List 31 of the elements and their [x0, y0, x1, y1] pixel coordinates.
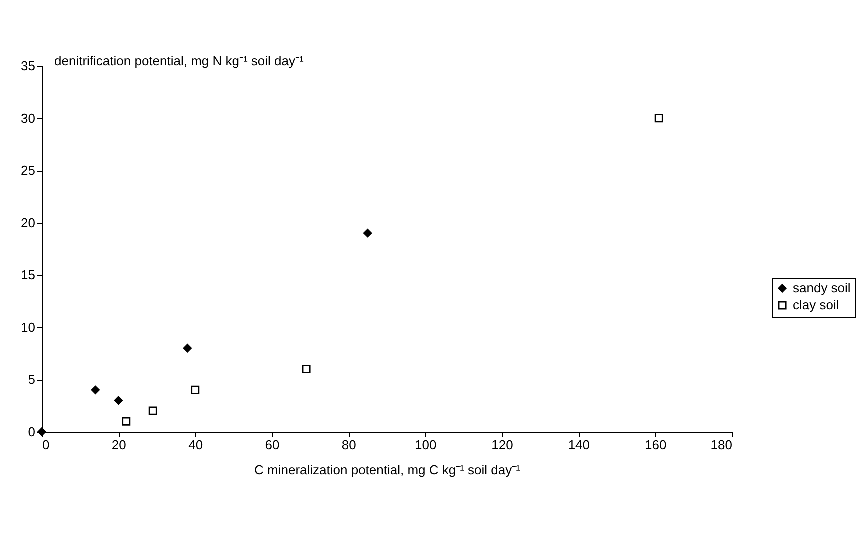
y-tick-label: 0	[28, 424, 36, 440]
x-tick-label: 80	[342, 438, 356, 452]
y-tick-label: 35	[21, 58, 36, 74]
x-tick-label: 0	[42, 438, 50, 452]
legend-label: clay soil	[793, 298, 840, 312]
y-tick-label: 5	[28, 372, 36, 388]
y-tick-label: 10	[21, 320, 36, 335]
x-tick-label: 140	[568, 438, 590, 452]
y-axis-title: denitrification potential, mg N kg⁻¹ soil day⁻¹	[54, 54, 304, 68]
x-tick-label: 20	[112, 438, 126, 452]
point	[122, 417, 131, 426]
x-tick-label: 100	[414, 438, 437, 452]
x-tick-label: 160	[644, 438, 667, 452]
y-tick-label: 15	[21, 268, 36, 283]
y-tick-label: 20	[21, 215, 36, 230]
point	[114, 396, 123, 405]
point	[183, 344, 192, 353]
point	[91, 386, 100, 394]
x-tick-label: 180	[710, 438, 732, 452]
x-axis-title: C mineralization potential, mg C kg⁻¹ soil day⁻¹	[254, 462, 522, 478]
x-tick-label: 120	[492, 438, 514, 452]
x-tick-label: 40	[188, 438, 204, 452]
y-tick-label: 25	[21, 163, 36, 178]
legend-label: sandy soil	[793, 280, 851, 296]
point	[191, 386, 200, 394]
y-tick-label: 30	[21, 110, 36, 126]
point	[364, 229, 372, 238]
point	[148, 406, 158, 416]
x-tick-label: 60	[265, 438, 280, 452]
point	[302, 364, 311, 374]
point	[654, 114, 664, 123]
